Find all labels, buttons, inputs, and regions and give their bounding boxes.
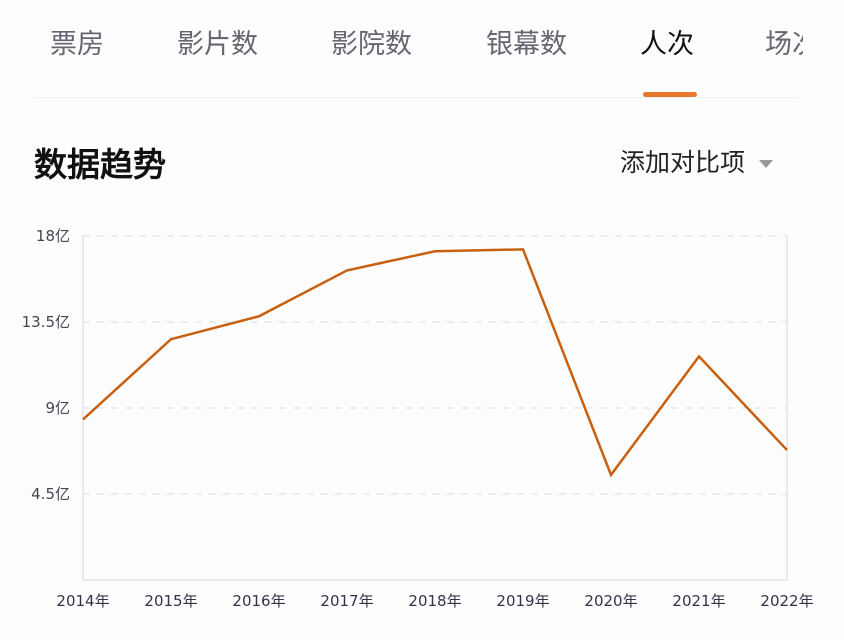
tab-box-office[interactable]: 票房 bbox=[50, 29, 104, 60]
y-tick-label: 9亿 bbox=[45, 399, 70, 417]
y-tick-label: 4.5亿 bbox=[31, 485, 70, 503]
tab-screen-count[interactable]: 银幕数 bbox=[486, 29, 567, 60]
section-title: 数据趋势 bbox=[34, 145, 166, 184]
x-tick-label: 2020年 bbox=[584, 592, 637, 610]
caret-down-icon bbox=[759, 160, 774, 168]
active-tab-indicator bbox=[643, 92, 697, 97]
x-tick-label: 2017年 bbox=[320, 592, 373, 610]
tab-divider bbox=[34, 97, 798, 98]
x-tick-label: 2022年 bbox=[760, 592, 813, 610]
tab-admissions[interactable]: 人次 bbox=[640, 29, 694, 60]
x-tick-label: 2014年 bbox=[56, 592, 109, 610]
tab-screenings[interactable]: 场次 bbox=[765, 29, 803, 60]
add-compare-label: 添加对比项 bbox=[620, 148, 746, 177]
tab-cinema-count[interactable]: 影院数 bbox=[331, 29, 412, 60]
y-tick-label: 13.5亿 bbox=[22, 313, 70, 331]
y-tick-label: 18亿 bbox=[36, 227, 70, 245]
x-tick-label: 2021年 bbox=[672, 592, 725, 610]
tab-film-count[interactable]: 影片数 bbox=[177, 29, 258, 60]
tab-bar: 票房 影片数 影院数 银幕数 人次 场次 bbox=[0, 0, 844, 98]
x-tick-label: 2019年 bbox=[496, 592, 549, 610]
add-compare-dropdown[interactable]: 添加对比项 bbox=[620, 143, 774, 179]
series-line bbox=[82, 248, 788, 478]
x-tick-label: 2015年 bbox=[144, 592, 197, 610]
x-tick-label: 2018年 bbox=[408, 592, 461, 610]
x-tick-label: 2016年 bbox=[232, 592, 285, 610]
